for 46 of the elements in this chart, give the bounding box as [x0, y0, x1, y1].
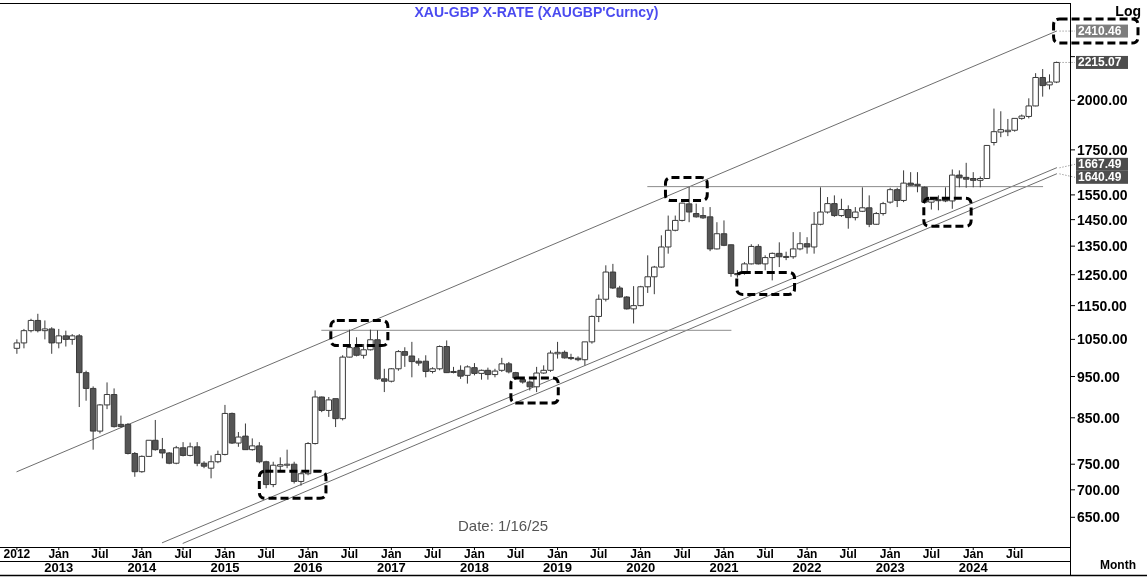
- annotation: Date: 1/16/25: [458, 517, 549, 534]
- annotation: 1640.49: [1078, 170, 1122, 185]
- y-tick-label: 1250.00: [1077, 266, 1128, 283]
- x-tick-label: Jan 2024: [958, 547, 989, 575]
- y-tick-label: 950.00: [1077, 368, 1121, 385]
- x-tick-label: Jul: [257, 547, 275, 561]
- y-tick-label: 1550.00: [1077, 186, 1128, 203]
- x-tick-label: Jan 2018: [460, 547, 489, 575]
- y-tick-label: 1350.00: [1077, 238, 1128, 255]
- x-tick-label: Jan 2014: [127, 547, 158, 575]
- chart-title: XAU-GBP X-RATE (XAUGBP'Curncy): [414, 4, 659, 20]
- annotation: 2215.07: [1078, 55, 1122, 70]
- x-tick-label: Jul: [91, 547, 109, 561]
- x-tick-label: 2012: [3, 547, 31, 561]
- x-tick-label: Jul: [590, 547, 608, 561]
- x-tick-label: Jan 2019: [543, 547, 573, 575]
- y-tick-label: 2000.00: [1077, 92, 1128, 109]
- annotation: 1667.49: [1078, 157, 1122, 172]
- x-tick-label: Jan 2022: [792, 547, 822, 575]
- x-tick-label: Jan 2021: [709, 547, 739, 575]
- x-tick-label: Jul: [1006, 547, 1024, 561]
- y-tick-label: 1450.00: [1077, 211, 1128, 228]
- y-tick-label: 650.00: [1077, 509, 1121, 526]
- x-tick-label: Jul: [839, 547, 857, 561]
- text: Month: [1100, 558, 1136, 572]
- x-tick-label: Jan 2023: [875, 547, 905, 575]
- x-tick-label: Jul: [174, 547, 192, 561]
- y-tick-label: 1150.00: [1077, 297, 1128, 314]
- x-tick-label: Jul: [756, 547, 774, 561]
- x-tick-label: Jan 2020: [626, 547, 656, 575]
- x-tick-label: Jan 2013: [44, 547, 74, 575]
- x-tick-label: Jan 2015: [210, 547, 240, 575]
- y-tick-label: 1750.00: [1077, 141, 1128, 158]
- x-tick-label: Jul: [922, 547, 941, 561]
- x-tick-label: Jul: [507, 547, 525, 561]
- y-tick-label: 1050.00: [1077, 331, 1128, 348]
- text: Log: [1115, 3, 1141, 19]
- x-tick-label: Jul: [423, 547, 442, 561]
- annotation: 2410.46: [1078, 24, 1122, 39]
- y-tick-label: 750.00: [1077, 456, 1121, 473]
- x-tick-label: Jul: [673, 547, 691, 561]
- x-tick-label: Jan 2017: [376, 547, 406, 575]
- x-tick-label: Jul: [340, 547, 359, 561]
- y-tick-label: 700.00: [1077, 481, 1121, 498]
- x-tick-label: Jan 2016: [293, 547, 323, 575]
- y-tick-label: 850.00: [1077, 409, 1121, 426]
